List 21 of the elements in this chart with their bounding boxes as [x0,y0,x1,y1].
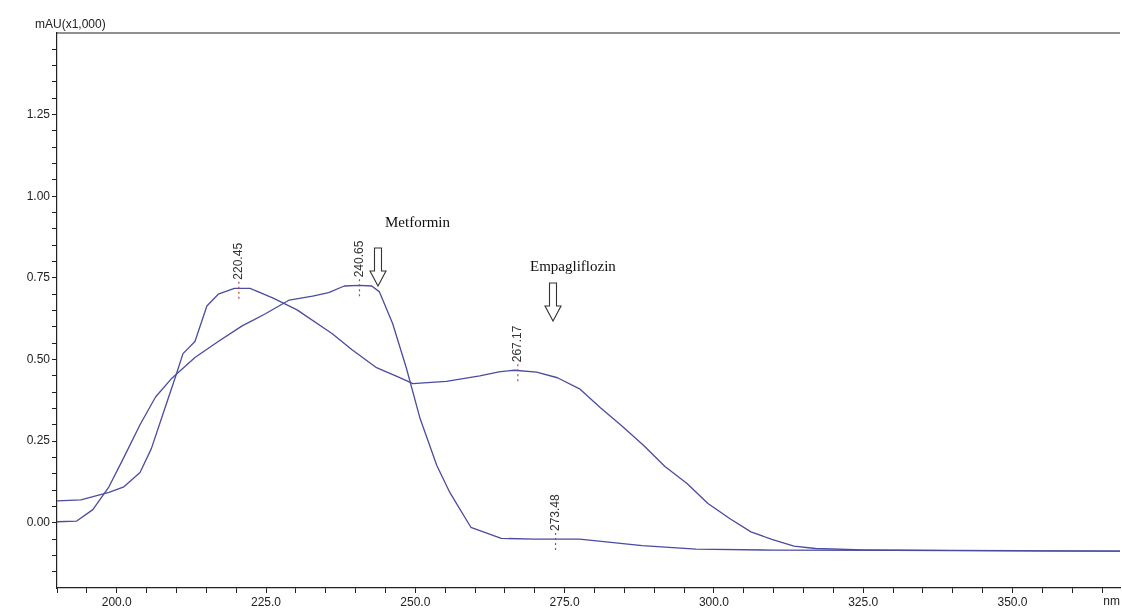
annotation: 220.45 [231,242,246,280]
annotation: Metformin [385,214,450,231]
annotation: 267.17 [510,325,525,363]
x-tick-label: 350.0 [997,594,1028,609]
x-axis-title: nm [1103,594,1120,609]
x-tick-label: 200.0 [101,594,133,609]
y-tick-label: 1.00 [26,188,51,203]
y-tick-label: 1.25 [26,106,51,121]
y-axis-title: mAU(x1,000) [35,17,106,32]
annotation: 240.65 [351,240,366,278]
y-tick-label: 0.50 [26,351,51,366]
x-tick-label: 325.0 [848,594,879,609]
y-tick-label: 0.00 [26,515,51,530]
x-tick-label: 225.0 [251,594,282,609]
y-tick-label: 0.25 [26,433,51,448]
y-tick-label: 0.75 [26,270,51,285]
x-tick-label: 250.0 [400,594,431,609]
x-tick-label: 300.0 [698,594,730,609]
annotation: 273.48 [547,494,562,532]
x-tick-label: 275.0 [549,594,580,609]
annotation: Empagliflozin [530,258,616,275]
